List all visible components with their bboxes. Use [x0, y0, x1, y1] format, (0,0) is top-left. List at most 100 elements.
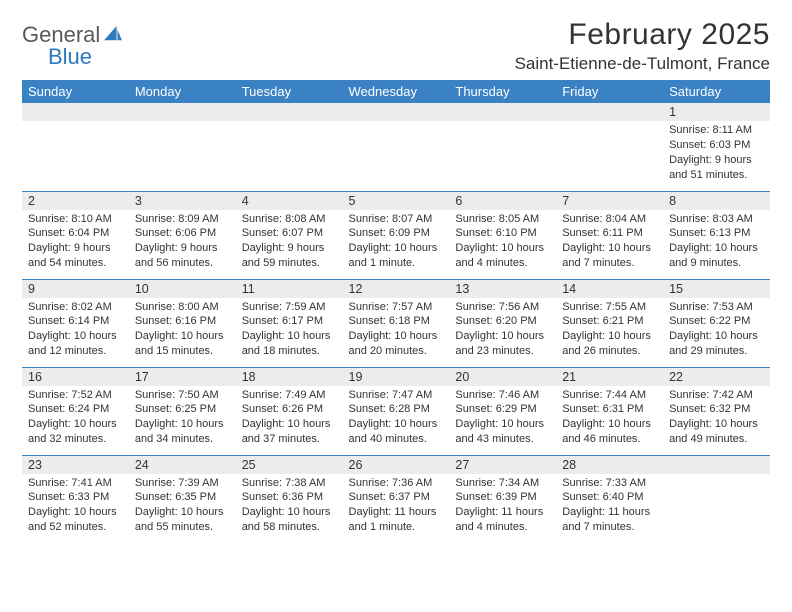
header: General Blue February 2025 Saint-Etienne…: [22, 18, 770, 74]
brand-logo: General Blue: [22, 18, 122, 68]
calendar-day-cell: [236, 103, 343, 191]
calendar-day-cell: 15Sunrise: 7:53 AMSunset: 6:22 PMDayligh…: [663, 279, 770, 367]
calendar-day-cell: [22, 103, 129, 191]
day-details: Sunrise: 7:33 AMSunset: 6:40 PMDaylight:…: [556, 474, 663, 539]
calendar-day-cell: [663, 455, 770, 543]
day-number: 5: [343, 192, 450, 210]
day-number: 19: [343, 368, 450, 386]
day-number: 1: [663, 103, 770, 121]
calendar-week-row: 23Sunrise: 7:41 AMSunset: 6:33 PMDayligh…: [22, 455, 770, 543]
day-number: 20: [449, 368, 556, 386]
calendar-day-cell: 4Sunrise: 8:08 AMSunset: 6:07 PMDaylight…: [236, 191, 343, 279]
day-number: 14: [556, 280, 663, 298]
calendar-body: 1Sunrise: 8:11 AMSunset: 6:03 PMDaylight…: [22, 103, 770, 543]
day-number: 21: [556, 368, 663, 386]
calendar-week-row: 1Sunrise: 8:11 AMSunset: 6:03 PMDaylight…: [22, 103, 770, 191]
calendar-page: General Blue February 2025 Saint-Etienne…: [0, 0, 792, 553]
calendar-day-cell: [343, 103, 450, 191]
calendar-day-cell: 7Sunrise: 8:04 AMSunset: 6:11 PMDaylight…: [556, 191, 663, 279]
month-title: February 2025: [515, 18, 770, 52]
calendar-day-cell: 22Sunrise: 7:42 AMSunset: 6:32 PMDayligh…: [663, 367, 770, 455]
brand-sail-icon: [104, 26, 122, 42]
title-block: February 2025 Saint-Etienne-de-Tulmont, …: [515, 18, 770, 74]
day-details: Sunrise: 7:44 AMSunset: 6:31 PMDaylight:…: [556, 386, 663, 451]
weekday-header: Tuesday: [236, 80, 343, 103]
calendar-day-cell: 8Sunrise: 8:03 AMSunset: 6:13 PMDaylight…: [663, 191, 770, 279]
calendar-day-cell: 28Sunrise: 7:33 AMSunset: 6:40 PMDayligh…: [556, 455, 663, 543]
calendar-day-cell: 21Sunrise: 7:44 AMSunset: 6:31 PMDayligh…: [556, 367, 663, 455]
calendar-day-cell: 17Sunrise: 7:50 AMSunset: 6:25 PMDayligh…: [129, 367, 236, 455]
day-details: Sunrise: 8:09 AMSunset: 6:06 PMDaylight:…: [129, 210, 236, 275]
day-details: Sunrise: 8:10 AMSunset: 6:04 PMDaylight:…: [22, 210, 129, 275]
day-details: Sunrise: 8:04 AMSunset: 6:11 PMDaylight:…: [556, 210, 663, 275]
day-number: 15: [663, 280, 770, 298]
calendar-week-row: 16Sunrise: 7:52 AMSunset: 6:24 PMDayligh…: [22, 367, 770, 455]
calendar-day-cell: 5Sunrise: 8:07 AMSunset: 6:09 PMDaylight…: [343, 191, 450, 279]
day-details: Sunrise: 8:08 AMSunset: 6:07 PMDaylight:…: [236, 210, 343, 275]
day-number: [236, 103, 343, 121]
brand-text: General Blue: [22, 24, 100, 68]
day-number: 24: [129, 456, 236, 474]
calendar-table: SundayMondayTuesdayWednesdayThursdayFrid…: [22, 80, 770, 543]
weekday-header: Friday: [556, 80, 663, 103]
day-details: Sunrise: 7:36 AMSunset: 6:37 PMDaylight:…: [343, 474, 450, 539]
day-details: Sunrise: 7:55 AMSunset: 6:21 PMDaylight:…: [556, 298, 663, 363]
day-number: 28: [556, 456, 663, 474]
calendar-day-cell: 3Sunrise: 8:09 AMSunset: 6:06 PMDaylight…: [129, 191, 236, 279]
day-details: Sunrise: 7:59 AMSunset: 6:17 PMDaylight:…: [236, 298, 343, 363]
day-details: Sunrise: 8:11 AMSunset: 6:03 PMDaylight:…: [663, 121, 770, 186]
day-details: Sunrise: 7:50 AMSunset: 6:25 PMDaylight:…: [129, 386, 236, 451]
day-details: Sunrise: 7:52 AMSunset: 6:24 PMDaylight:…: [22, 386, 129, 451]
day-details: Sunrise: 8:03 AMSunset: 6:13 PMDaylight:…: [663, 210, 770, 275]
calendar-day-cell: 18Sunrise: 7:49 AMSunset: 6:26 PMDayligh…: [236, 367, 343, 455]
day-details: Sunrise: 7:53 AMSunset: 6:22 PMDaylight:…: [663, 298, 770, 363]
calendar-day-cell: [449, 103, 556, 191]
day-details: Sunrise: 7:38 AMSunset: 6:36 PMDaylight:…: [236, 474, 343, 539]
day-number: 26: [343, 456, 450, 474]
day-number: 13: [449, 280, 556, 298]
day-details: Sunrise: 7:34 AMSunset: 6:39 PMDaylight:…: [449, 474, 556, 539]
day-details: Sunrise: 8:05 AMSunset: 6:10 PMDaylight:…: [449, 210, 556, 275]
calendar-day-cell: 16Sunrise: 7:52 AMSunset: 6:24 PMDayligh…: [22, 367, 129, 455]
day-number: 9: [22, 280, 129, 298]
weekday-header: Monday: [129, 80, 236, 103]
calendar-day-cell: 19Sunrise: 7:47 AMSunset: 6:28 PMDayligh…: [343, 367, 450, 455]
calendar-day-cell: 6Sunrise: 8:05 AMSunset: 6:10 PMDaylight…: [449, 191, 556, 279]
day-number: 10: [129, 280, 236, 298]
day-details: Sunrise: 7:46 AMSunset: 6:29 PMDaylight:…: [449, 386, 556, 451]
day-number: [556, 103, 663, 121]
day-number: 17: [129, 368, 236, 386]
weekday-header: Wednesday: [343, 80, 450, 103]
day-number: 11: [236, 280, 343, 298]
calendar-day-cell: 11Sunrise: 7:59 AMSunset: 6:17 PMDayligh…: [236, 279, 343, 367]
day-number: [449, 103, 556, 121]
calendar-day-cell: 14Sunrise: 7:55 AMSunset: 6:21 PMDayligh…: [556, 279, 663, 367]
calendar-day-cell: 13Sunrise: 7:56 AMSunset: 6:20 PMDayligh…: [449, 279, 556, 367]
day-number: 8: [663, 192, 770, 210]
location-label: Saint-Etienne-de-Tulmont, France: [515, 54, 770, 74]
day-number: [22, 103, 129, 121]
calendar-day-cell: 10Sunrise: 8:00 AMSunset: 6:16 PMDayligh…: [129, 279, 236, 367]
calendar-day-cell: 23Sunrise: 7:41 AMSunset: 6:33 PMDayligh…: [22, 455, 129, 543]
day-number: 18: [236, 368, 343, 386]
day-details: Sunrise: 8:00 AMSunset: 6:16 PMDaylight:…: [129, 298, 236, 363]
calendar-day-cell: [129, 103, 236, 191]
day-number: [343, 103, 450, 121]
day-number: 3: [129, 192, 236, 210]
day-details: Sunrise: 8:07 AMSunset: 6:09 PMDaylight:…: [343, 210, 450, 275]
day-details: Sunrise: 7:42 AMSunset: 6:32 PMDaylight:…: [663, 386, 770, 451]
day-number: 2: [22, 192, 129, 210]
day-number: 27: [449, 456, 556, 474]
calendar-day-cell: 2Sunrise: 8:10 AMSunset: 6:04 PMDaylight…: [22, 191, 129, 279]
weekday-header: Thursday: [449, 80, 556, 103]
day-number: [663, 456, 770, 474]
day-details: Sunrise: 7:39 AMSunset: 6:35 PMDaylight:…: [129, 474, 236, 539]
day-details: Sunrise: 7:49 AMSunset: 6:26 PMDaylight:…: [236, 386, 343, 451]
day-number: 7: [556, 192, 663, 210]
calendar-day-cell: 24Sunrise: 7:39 AMSunset: 6:35 PMDayligh…: [129, 455, 236, 543]
calendar-day-cell: 25Sunrise: 7:38 AMSunset: 6:36 PMDayligh…: [236, 455, 343, 543]
calendar-day-cell: 9Sunrise: 8:02 AMSunset: 6:14 PMDaylight…: [22, 279, 129, 367]
day-number: 4: [236, 192, 343, 210]
day-details: Sunrise: 7:47 AMSunset: 6:28 PMDaylight:…: [343, 386, 450, 451]
calendar-day-cell: 26Sunrise: 7:36 AMSunset: 6:37 PMDayligh…: [343, 455, 450, 543]
